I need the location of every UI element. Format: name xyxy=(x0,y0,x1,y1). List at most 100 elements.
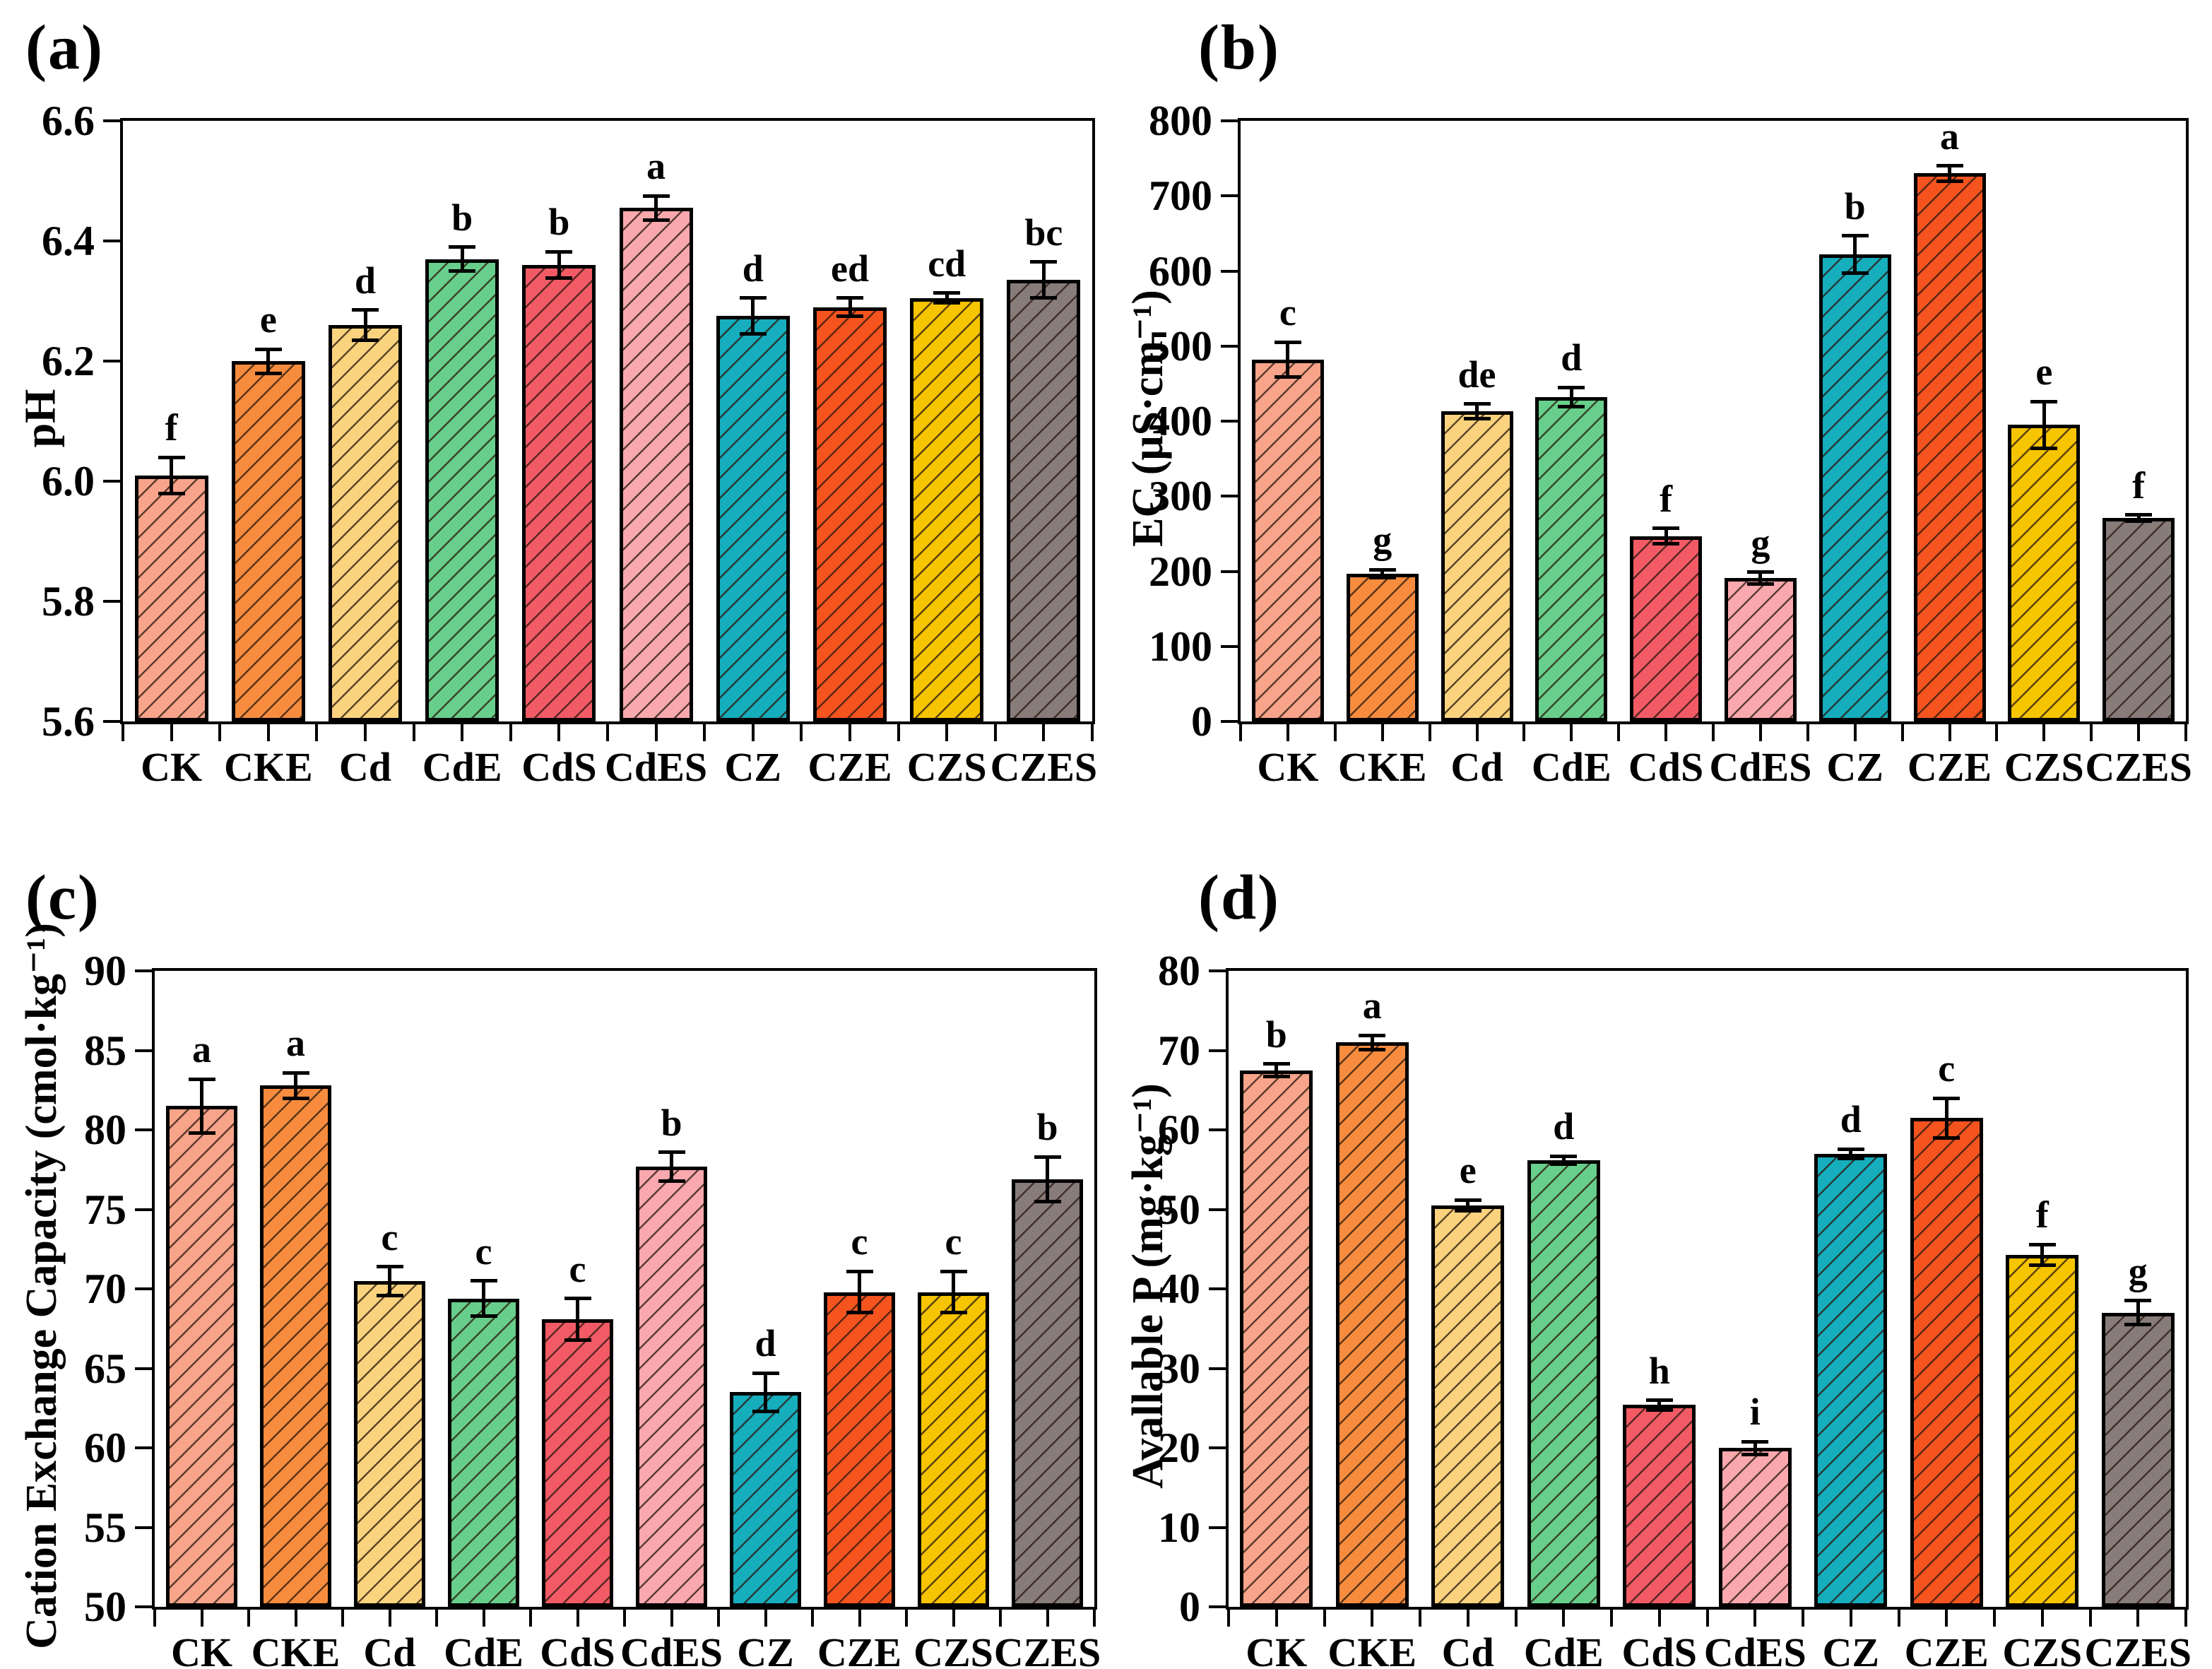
sig-letter-CdES: i xyxy=(1749,1391,1761,1433)
x-tick xyxy=(670,1610,673,1627)
x-tick-label-CdS: CdS xyxy=(521,744,597,790)
sig-letter-CZS: c xyxy=(945,1220,962,1263)
x-tick xyxy=(1091,724,1094,741)
error-bar-cap-bottom xyxy=(254,371,282,375)
x-tick xyxy=(811,1610,814,1627)
x-tick xyxy=(1610,1610,1613,1627)
error-bar-cap-bottom xyxy=(658,1179,685,1183)
x-tick xyxy=(2184,1610,2187,1627)
x-tick xyxy=(945,724,949,741)
y-tick xyxy=(1221,644,1238,648)
sig-letter-CKE: g xyxy=(1373,519,1392,562)
error-bar-cap-bottom xyxy=(470,1314,497,1318)
x-tick xyxy=(1802,1610,1804,1627)
y-tick xyxy=(135,1208,152,1211)
x-tick xyxy=(623,1610,626,1627)
error-bar-cap-bottom xyxy=(564,1338,591,1342)
x-tick xyxy=(1853,724,1857,741)
x-tick-label-CdES: CdES xyxy=(1703,1629,1806,1669)
error-bar-stem xyxy=(1853,235,1857,273)
error-bar-cap-top xyxy=(2028,1242,2056,1246)
y-tick-label: 6.6 xyxy=(42,98,95,144)
x-tick-label-Cd: Cd xyxy=(363,1629,416,1669)
error-bar-stem xyxy=(1370,1035,1374,1050)
error-bar-cap-bottom xyxy=(352,338,379,342)
x-tick xyxy=(341,1610,344,1627)
error-bar-cap-top xyxy=(1463,402,1491,406)
error-bar-stem xyxy=(2040,1244,2045,1266)
bar-CZE xyxy=(1910,1118,1983,1607)
error-bar-cap-bottom xyxy=(449,269,476,273)
x-tick-label-CZ: CZ xyxy=(724,744,782,790)
error-bar-cap-top xyxy=(2125,513,2153,517)
y-tick-label: 50 xyxy=(84,1584,126,1630)
error-bar-cap-top xyxy=(642,194,670,198)
x-tick xyxy=(482,1610,485,1627)
x-tick-label-Cd: Cd xyxy=(1441,1629,1494,1669)
panel-label-c: (c) xyxy=(25,863,100,933)
x-tick xyxy=(1900,724,1904,741)
error-bar-cap-bottom xyxy=(642,218,670,222)
bar-CZS xyxy=(910,297,983,721)
x-tick xyxy=(2136,1610,2140,1627)
x-tick xyxy=(952,1610,955,1627)
error-bar-cap-top xyxy=(1841,234,1869,238)
x-tick-label-CZE: CZE xyxy=(808,744,892,790)
sig-letter-CK: a xyxy=(192,1028,211,1071)
y-tick xyxy=(1221,344,1238,348)
y-tick xyxy=(135,1605,152,1608)
error-bar-cap-top xyxy=(1034,1155,1061,1159)
y-tick-label: 85 xyxy=(84,1027,126,1074)
x-tick xyxy=(1323,1610,1326,1627)
y-tick xyxy=(1209,1367,1226,1370)
y-tick-label: 55 xyxy=(84,1504,126,1551)
y-tick-label: 100 xyxy=(1149,623,1212,670)
sig-letter-CdES: g xyxy=(1751,521,1770,564)
sig-letter-CKE: a xyxy=(286,1022,305,1064)
error-bar-cap-top xyxy=(1837,1147,1864,1151)
error-bar-cap-top xyxy=(739,296,767,300)
x-tick xyxy=(1522,724,1526,741)
x-tick-label-CdE: CdE xyxy=(1523,1629,1604,1669)
error-bar-cap-top xyxy=(1652,526,1680,531)
y-tick-label: 50 xyxy=(1158,1186,1200,1233)
panel-label-b: (b) xyxy=(1198,13,1280,83)
bar-CdS xyxy=(1623,1405,1696,1607)
y-tick xyxy=(1209,969,1226,972)
error-bar-cap-top xyxy=(282,1071,309,1075)
error-bar-stem xyxy=(200,1079,203,1133)
panel-d: (d) Avallable P (mg·kg⁻¹) 0 10 20 30 40 50 60 7… xyxy=(1106,834,2212,1669)
x-tick-label-CK: CK xyxy=(141,744,203,790)
x-tick xyxy=(1380,724,1384,741)
error-bar-cap-bottom xyxy=(2030,446,2058,450)
y-tick-label: 200 xyxy=(1149,548,1212,595)
error-bar-cap-bottom xyxy=(1741,1452,1769,1456)
y-tick xyxy=(135,1287,152,1290)
x-tick-label-CdES: CdES xyxy=(1709,744,1812,790)
error-bar-cap-top xyxy=(352,308,379,312)
error-bar-cap-top xyxy=(846,1269,873,1273)
y-tick xyxy=(135,1128,152,1131)
x-tick xyxy=(1466,1610,1469,1627)
x-tick-label-CZ: CZ xyxy=(737,1629,794,1669)
error-bar-stem xyxy=(1046,1157,1049,1202)
sig-letter-Cd: de xyxy=(1457,353,1496,396)
sig-letter-CdES: a xyxy=(646,145,666,188)
y-tick-label: 400 xyxy=(1149,398,1212,444)
x-tick xyxy=(897,724,900,741)
y-tick xyxy=(1209,1605,1226,1608)
sig-letter-CdE: d xyxy=(1553,1105,1575,1148)
x-tick xyxy=(294,1610,297,1627)
x-tick xyxy=(266,724,270,741)
x-tick xyxy=(1333,724,1337,741)
x-tick xyxy=(461,724,464,741)
error-bar-stem xyxy=(1274,1063,1279,1077)
x-tick xyxy=(1897,1610,1900,1627)
x-tick xyxy=(2184,724,2187,741)
y-tick-label: 20 xyxy=(1158,1425,1200,1471)
bar-CKE xyxy=(260,1085,331,1607)
bar-CZES xyxy=(2102,1312,2175,1607)
x-tick-label-CZES: CZES xyxy=(2084,1629,2192,1669)
y-tick xyxy=(1209,1208,1226,1211)
